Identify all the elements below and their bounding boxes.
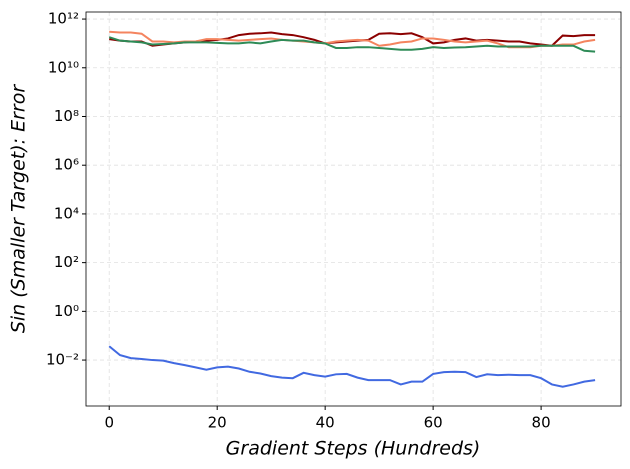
y-tick-label: 10⁶ <box>54 156 79 174</box>
line-series <box>108 345 596 388</box>
y-tick-label: 10⁴ <box>54 204 79 222</box>
y-tick-label: 10¹² <box>48 10 79 28</box>
y-tick-label: 10¹⁰ <box>48 58 79 76</box>
x-tick-label: 40 <box>316 414 335 432</box>
x-tick-label: 0 <box>104 414 114 432</box>
line-series <box>109 31 596 47</box>
line-series <box>109 30 596 49</box>
y-axis-title: Sin (Smaller Target): Error <box>8 84 30 334</box>
x-axis-title: Gradient Steps (Hundreds) <box>226 438 481 460</box>
y-tick-label: 10⁸ <box>54 107 79 125</box>
y-tick-label: 10⁰ <box>54 302 79 320</box>
y-tick-label: 10² <box>54 253 79 271</box>
x-tick-label: 20 <box>208 414 227 432</box>
y-tick-label: 10⁻² <box>46 351 79 369</box>
x-tick-label: 80 <box>532 414 551 432</box>
line-series <box>108 36 596 53</box>
plot-frame <box>85 11 622 407</box>
x-tick-label: 60 <box>424 414 443 432</box>
